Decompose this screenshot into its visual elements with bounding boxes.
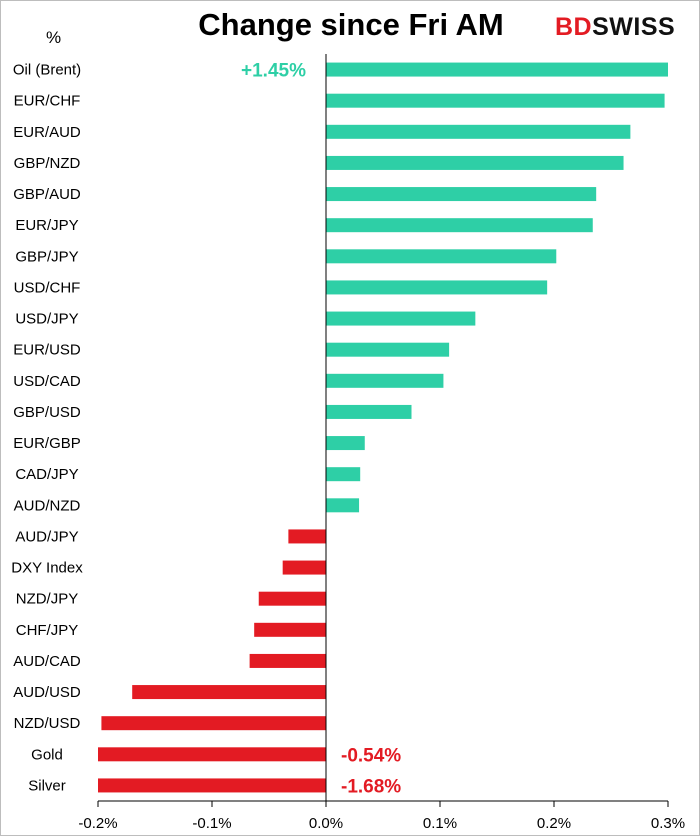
brand-logo: BDSWISS [555,13,675,42]
category-label: Gold [31,746,63,763]
bar [288,529,326,544]
bar [258,591,326,606]
category-label: DXY Index [11,560,83,577]
bar [101,716,326,731]
bar [326,311,476,326]
category-label: GBP/NZD [14,155,81,172]
unit-label: % [46,28,62,47]
bar [326,93,665,108]
category-label: GBP/JPY [15,248,78,265]
bar [326,404,412,419]
category-label: GBP/AUD [13,186,81,203]
category-label: USD/CAD [13,373,81,390]
x-tick-label: 0.1% [423,815,457,832]
brand-logo-part2: SWISS [592,13,676,41]
category-label: CHF/JPY [16,622,79,639]
category-label: EUR/GBP [13,435,81,452]
bar [254,622,326,637]
bar [326,280,548,295]
bar [132,685,326,700]
bar [249,653,326,668]
x-tick-label: 0.3% [651,815,685,832]
bar [326,62,668,77]
brand-logo-part1: BD [555,13,593,41]
category-label: EUR/AUD [13,124,81,141]
bar [98,747,326,762]
category-label: NZD/USD [14,715,81,732]
category-label: AUD/USD [13,684,81,701]
category-label: GBP/USD [13,404,81,421]
category-label: EUR/JPY [15,217,78,234]
bar [98,778,326,793]
category-label: AUD/CAD [13,653,81,670]
category-label: NZD/JPY [16,591,79,608]
bar [326,498,360,513]
data-annotation: -0.54% [341,745,401,766]
category-label: AUD/JPY [15,528,78,545]
category-label: EUR/USD [13,342,81,359]
bar [326,342,450,357]
x-tick-label: -0.1% [192,815,231,832]
category-label: EUR/CHF [14,93,81,110]
bar [326,373,444,388]
x-tick-label: 0.0% [309,815,343,832]
category-label: Oil (Brent) [13,62,81,79]
bar [326,218,593,233]
x-tick-label: 0.2% [537,815,571,832]
category-label: AUD/NZD [14,497,81,514]
bar [326,436,365,451]
bar [326,249,557,264]
x-tick-label: -0.2% [78,815,117,832]
bar [326,124,631,139]
data-annotation: -1.68% [341,776,401,797]
bar [326,155,624,170]
bar [326,187,597,202]
category-label: CAD/JPY [15,466,78,483]
category-label: USD/JPY [15,311,78,328]
data-annotation: +1.45% [241,61,306,82]
bar [282,560,326,575]
category-label: USD/CHF [14,279,81,296]
bar [326,467,361,482]
chart-title: Change since Fri AM [198,7,504,42]
category-label: Silver [28,777,66,794]
